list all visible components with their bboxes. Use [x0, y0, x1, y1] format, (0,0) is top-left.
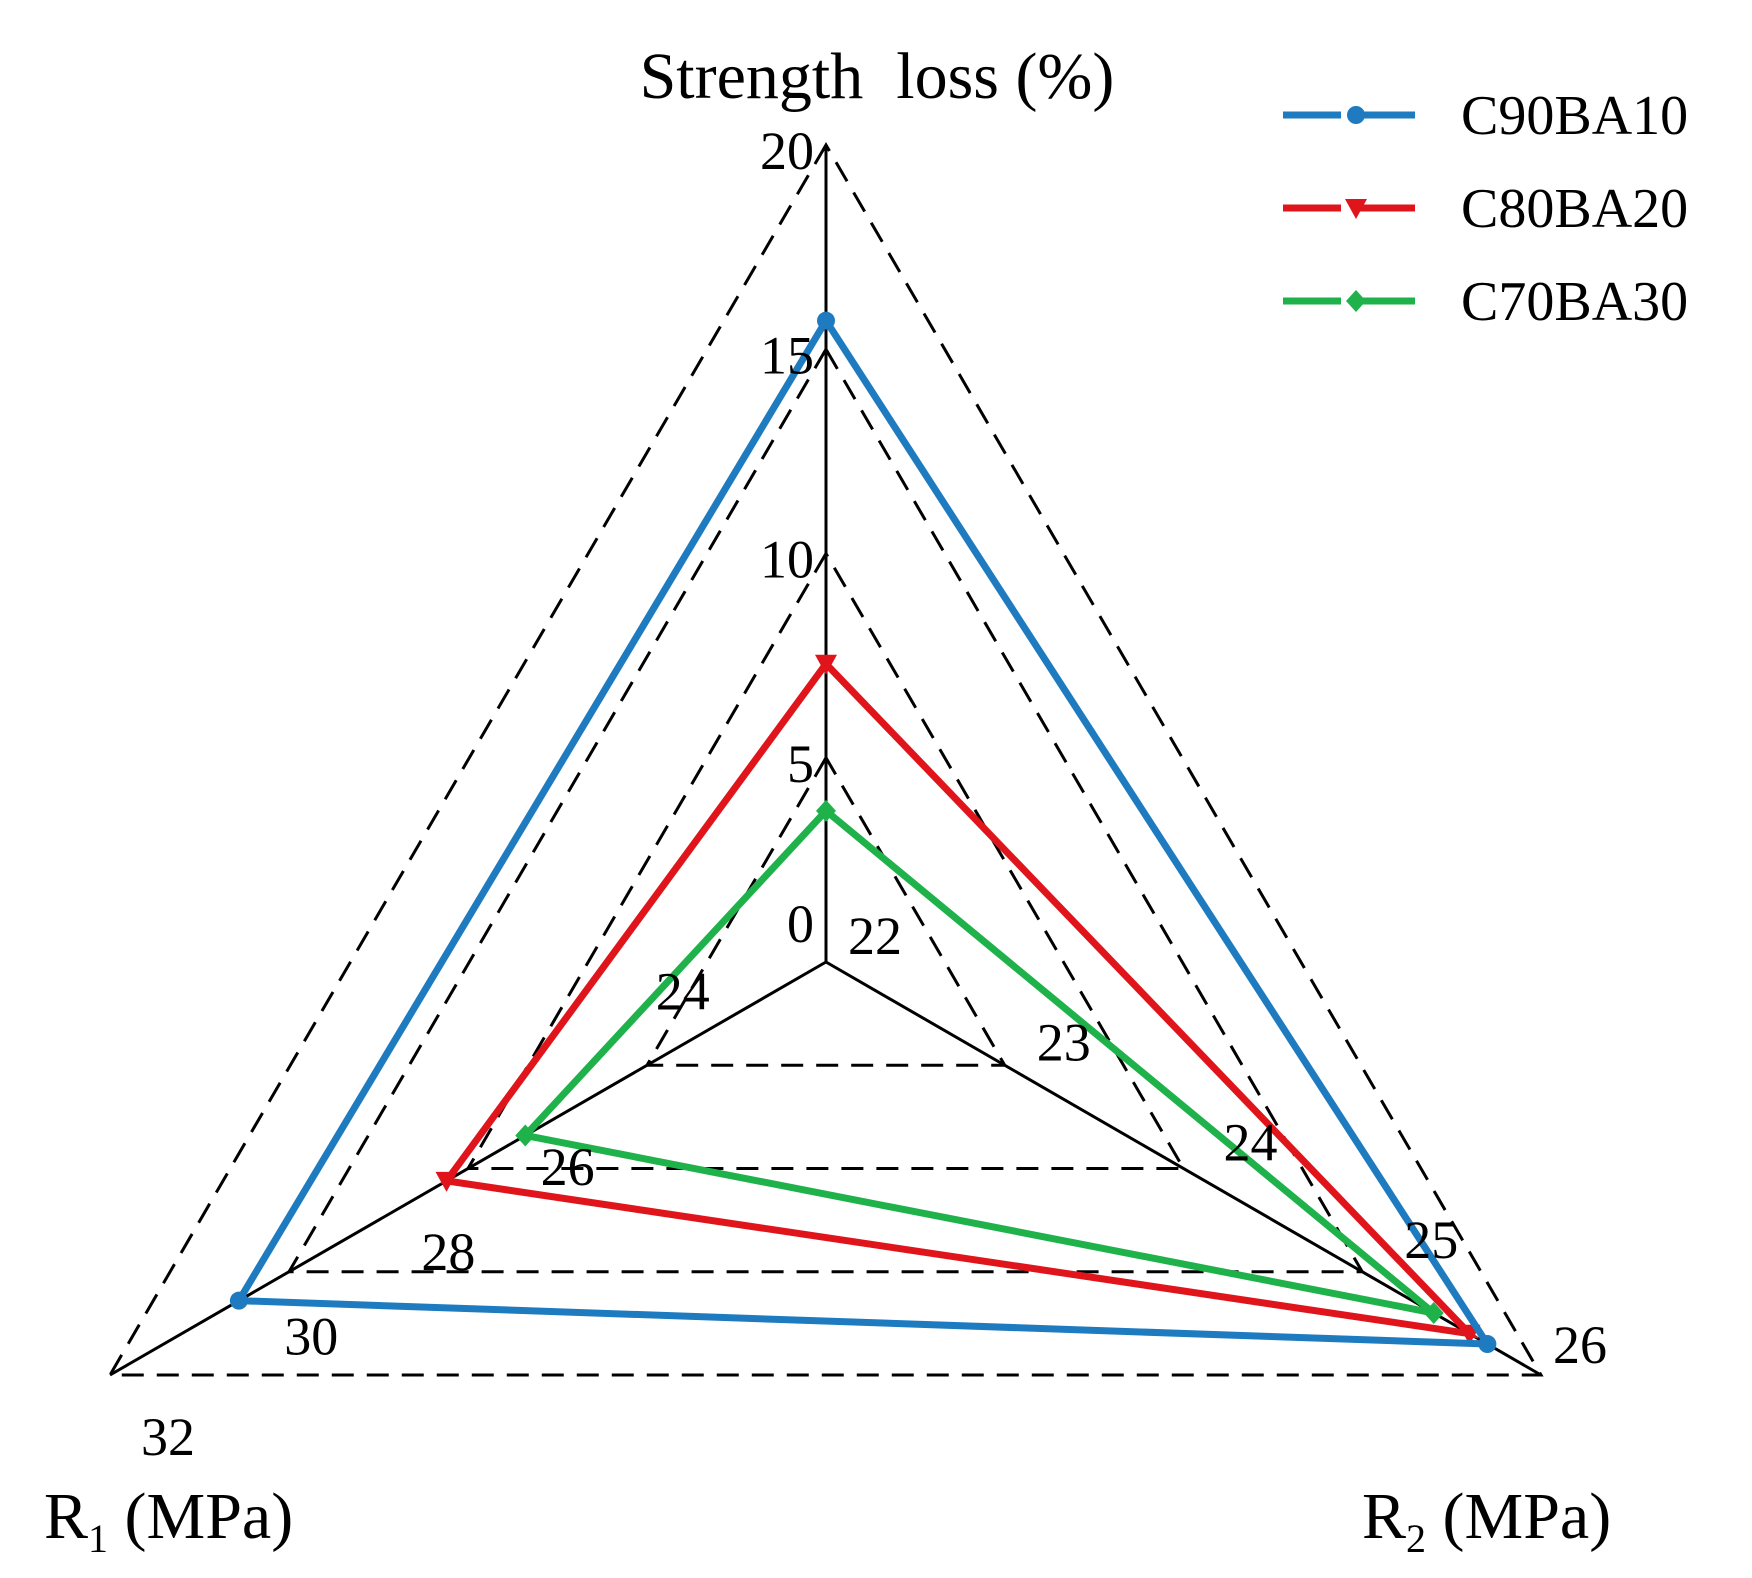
- series-C70BA30: [515, 799, 1444, 1325]
- axis-title-r1: R1 (MPa): [44, 1480, 293, 1561]
- series-line-C90BA10: [232, 314, 1494, 1348]
- grid-ring-2: [465, 550, 1187, 1170]
- tick-label-r2-23: 23: [1037, 1012, 1091, 1072]
- data-point-C70BA30-strength_loss: [816, 799, 836, 822]
- series-line-C80BA20: [440, 658, 1480, 1339]
- radar-grid: [107, 142, 1544, 1377]
- tick-labels: 0 5 10 15 20 24 26 28 30 32 22 23 24 25 26: [141, 121, 1607, 1467]
- series-C90BA10: [229, 311, 1497, 1354]
- series-line-C70BA30: [518, 806, 1436, 1317]
- tick-label-strength_loss-15: 15: [760, 325, 814, 385]
- tick-label-strength_loss-20: 20: [760, 121, 814, 181]
- legend-item-C80BA20: C80BA20: [1283, 178, 1688, 240]
- data-point-C90BA10-strength_loss: [817, 311, 835, 330]
- tick-label-r2-22: 22: [848, 906, 902, 966]
- legend-marker-C90BA10: [1347, 106, 1365, 124]
- data-point-C80BA20-r1: [435, 1171, 458, 1192]
- tick-label-r1-30: 30: [284, 1306, 338, 1366]
- data-point-C70BA30-r1: [515, 1124, 536, 1147]
- legend-item-C90BA10: C90BA10: [1283, 85, 1688, 147]
- legend-marker-C80BA20: [1345, 199, 1367, 219]
- tick-label-r2-26: 26: [1553, 1315, 1607, 1375]
- legend-label-C80BA20: C80BA20: [1461, 178, 1688, 240]
- axis-line-r1: [109, 960, 827, 1377]
- tick-label-r1-26: 26: [541, 1137, 595, 1197]
- legend-item-C70BA30: C70BA30: [1283, 271, 1688, 333]
- tick-label-r1-28: 28: [421, 1222, 475, 1282]
- data-point-C70BA30-r2: [1423, 1302, 1444, 1325]
- data-point-C80BA20-strength_loss: [815, 654, 837, 675]
- tick-label-r2-24: 24: [1224, 1113, 1278, 1173]
- tick-label-strength_loss-10: 10: [760, 530, 814, 590]
- tick-label-r2-25: 25: [1404, 1210, 1458, 1270]
- series-layer: [229, 311, 1497, 1354]
- legend: C90BA10 C80BA20 C70BA30: [1283, 85, 1688, 333]
- axis-title-strength-loss: Strength loss (%): [640, 40, 1115, 113]
- legend-label-C90BA10: C90BA10: [1461, 85, 1688, 147]
- legend-marker-C70BA30: [1346, 290, 1366, 312]
- tick-label-strength_loss-0: 0: [787, 894, 814, 954]
- tick-label-strength_loss-5: 5: [787, 734, 814, 794]
- grid-ring-3: [286, 346, 1365, 1274]
- series-C80BA20: [435, 654, 1481, 1345]
- data-point-C90BA10-r2: [1478, 1335, 1497, 1354]
- tick-label-r1-32: 32: [141, 1407, 195, 1467]
- axis-title-r2: R2 (MPa): [1362, 1480, 1611, 1561]
- tick-label-r1-24: 24: [656, 962, 710, 1022]
- data-point-C90BA10-r1: [229, 1291, 248, 1310]
- legend-label-C70BA30: C70BA30: [1461, 271, 1688, 333]
- grid-ring-4: [107, 142, 1544, 1377]
